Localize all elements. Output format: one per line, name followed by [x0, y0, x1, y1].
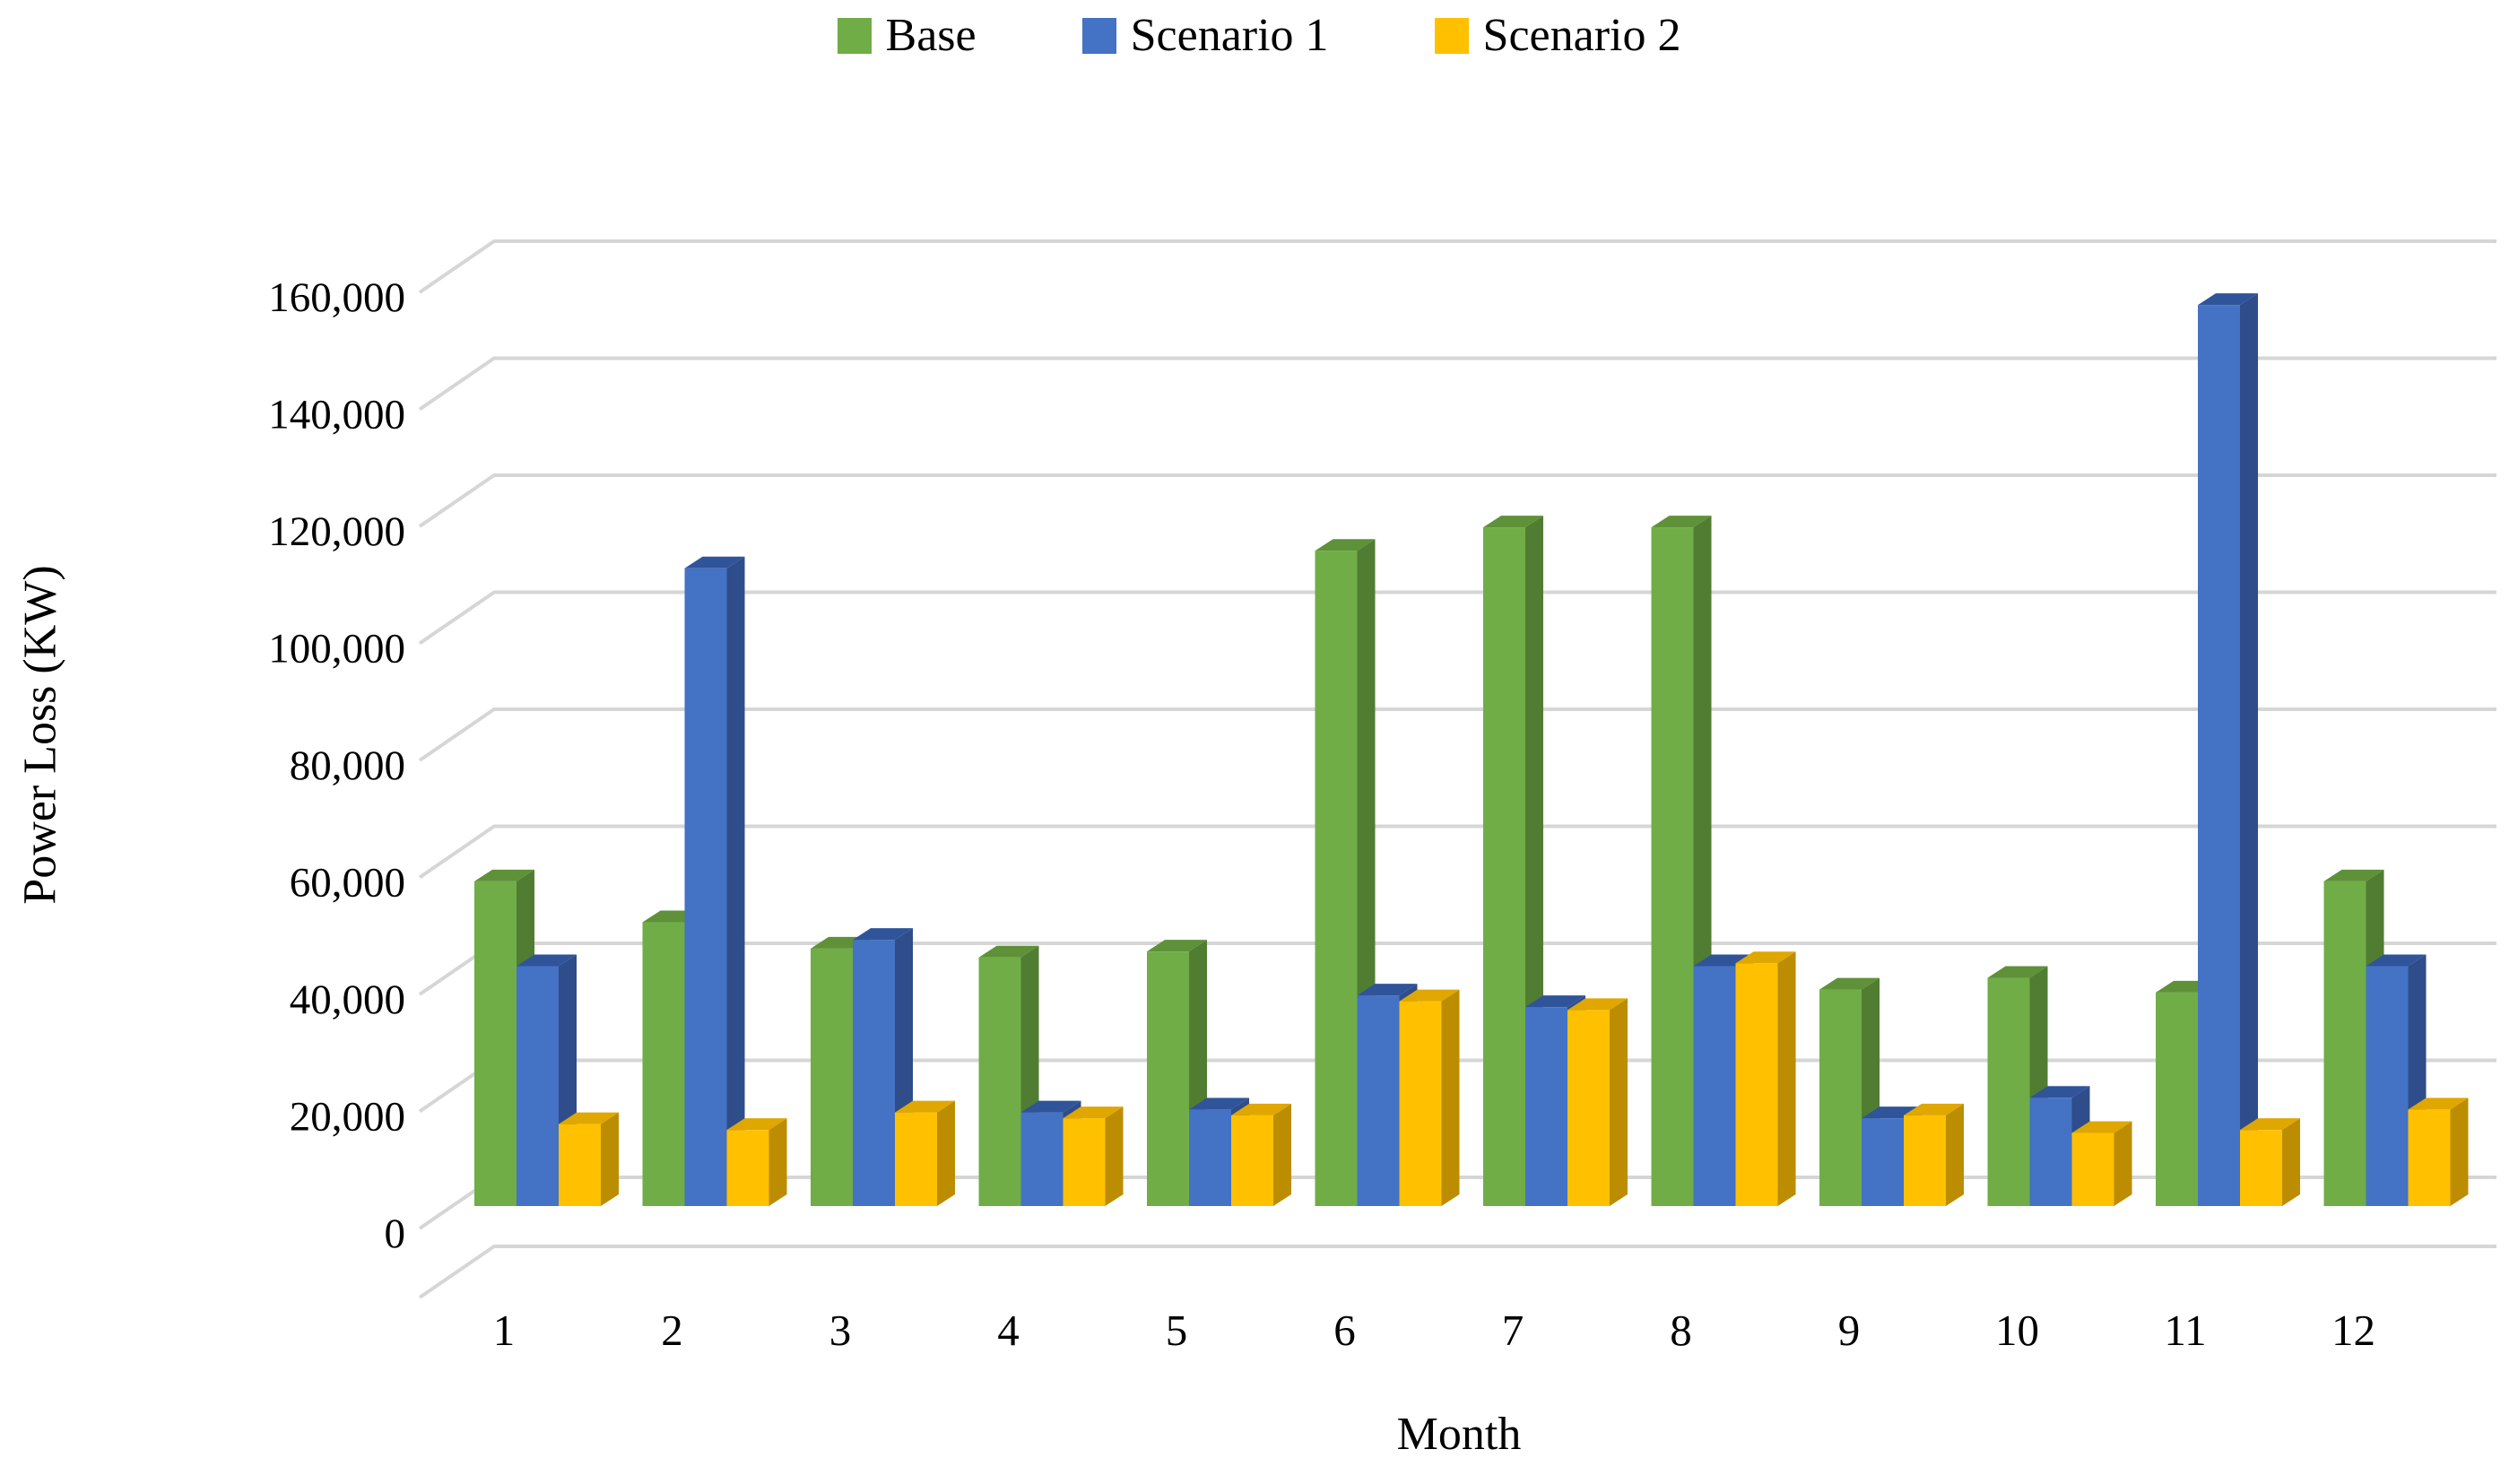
- legend-label: Scenario 1: [1130, 10, 1329, 61]
- bar-group-month-3: [811, 928, 955, 1206]
- y-tick-label-100,000: 100,000: [268, 626, 405, 673]
- bar-scenario-2-month-2: [726, 1118, 787, 1206]
- gridline-120,000: [418, 473, 2496, 528]
- x-tick-label-11: 11: [2164, 1306, 2206, 1355]
- y-tick-label-120,000: 120,000: [268, 508, 405, 555]
- y-axis-title: Power Loss (KW): [14, 565, 66, 905]
- gridline-80,000: [418, 707, 2496, 762]
- y-axis-tick-labels: 0 20,000 40,000 60,000 80,000 100,000 120,000 1…: [268, 274, 405, 1257]
- bar-scenario-1-month-11: [2198, 293, 2258, 1206]
- legend-label: Scenario 2: [1482, 10, 1681, 61]
- bar-group-month-8: [1651, 516, 1796, 1206]
- bar-scenario-2-month-5: [1231, 1103, 1291, 1206]
- bar-group-month-10: [1987, 966, 2132, 1206]
- bar-scenario-2-month-7: [1567, 998, 1628, 1206]
- gridlines: [418, 239, 2496, 1299]
- bars: [474, 293, 2469, 1206]
- x-tick-label-10: 10: [1995, 1306, 2039, 1355]
- bar-scenario-2-month-3: [895, 1100, 955, 1206]
- bar-scenario-2-month-1: [559, 1112, 619, 1206]
- bar-group-month-6: [1315, 539, 1460, 1206]
- y-tick-label-60,000: 60,000: [290, 860, 405, 907]
- bar-scenario-2-month-10: [2071, 1121, 2132, 1206]
- legend-item-base: Base: [837, 10, 977, 61]
- bar-scenario-1-month-2: [684, 556, 745, 1206]
- y-tick-label-140,000: 140,000: [268, 392, 405, 438]
- y-tick-label-160,000: 160,000: [268, 274, 405, 321]
- x-tick-label-6: 6: [1333, 1306, 1356, 1355]
- bar-group-month-9: [1819, 977, 1964, 1206]
- floor-front-edge: [418, 1245, 2496, 1299]
- chart-legend: Base Scenario 1 Scenario 2: [0, 13, 2518, 59]
- bar-base-month-4: [978, 945, 1039, 1206]
- x-tick-label-12: 12: [2331, 1306, 2375, 1355]
- gridline-160,000: [418, 239, 2496, 294]
- bar-scenario-2-month-4: [1063, 1106, 1124, 1206]
- x-tick-label-9: 9: [1838, 1306, 1861, 1355]
- bar-group-month-1: [474, 869, 619, 1206]
- x-tick-label-3: 3: [829, 1306, 852, 1355]
- legend-swatch-icon: [837, 18, 872, 54]
- y-tick-label-0: 0: [385, 1211, 406, 1257]
- bar-group-month-7: [1483, 516, 1628, 1206]
- bar-group-month-12: [2323, 869, 2469, 1206]
- bar-group-month-2: [642, 556, 787, 1206]
- legend-swatch-icon: [1434, 18, 1469, 54]
- x-tick-label-7: 7: [1502, 1306, 1524, 1355]
- bar-scenario-2-month-8: [1735, 951, 1796, 1206]
- y-tick-label-80,000: 80,000: [290, 742, 405, 789]
- bar-scenario-2-month-9: [1904, 1103, 1964, 1206]
- legend-item-scenario-1: Scenario 1: [1081, 10, 1329, 61]
- x-axis-title: Month: [1396, 1409, 1522, 1460]
- legend-label: Base: [885, 10, 977, 61]
- x-tick-label-2: 2: [661, 1306, 683, 1355]
- legend-item-scenario-2: Scenario 2: [1434, 10, 1681, 61]
- bar-group-month-4: [978, 945, 1124, 1206]
- bar-scenario-1-month-12: [2366, 954, 2427, 1206]
- bar-group-month-11: [2156, 293, 2300, 1206]
- y-tick-label-40,000: 40,000: [290, 976, 405, 1023]
- bar-scenario-2-month-12: [2408, 1098, 2469, 1206]
- bar-group-month-5: [1147, 940, 1291, 1206]
- x-tick-label-1: 1: [493, 1306, 516, 1355]
- y-tick-label-20,000: 20,000: [290, 1094, 405, 1141]
- gridline-60,000: [418, 824, 2496, 880]
- x-tick-label-5: 5: [1166, 1306, 1188, 1355]
- bar-scenario-2-month-6: [1399, 989, 1460, 1206]
- legend-swatch-icon: [1081, 18, 1116, 54]
- x-tick-label-8: 8: [1670, 1306, 1692, 1355]
- bar-scenario-2-month-11: [2240, 1118, 2300, 1206]
- x-axis-tick-labels: 1 2 3 4 5 6 7 8 9 10 11 12: [493, 1306, 2375, 1355]
- gridline-100,000: [418, 590, 2496, 646]
- x-tick-label-4: 4: [997, 1306, 1020, 1355]
- gridline-140,000: [418, 356, 2496, 412]
